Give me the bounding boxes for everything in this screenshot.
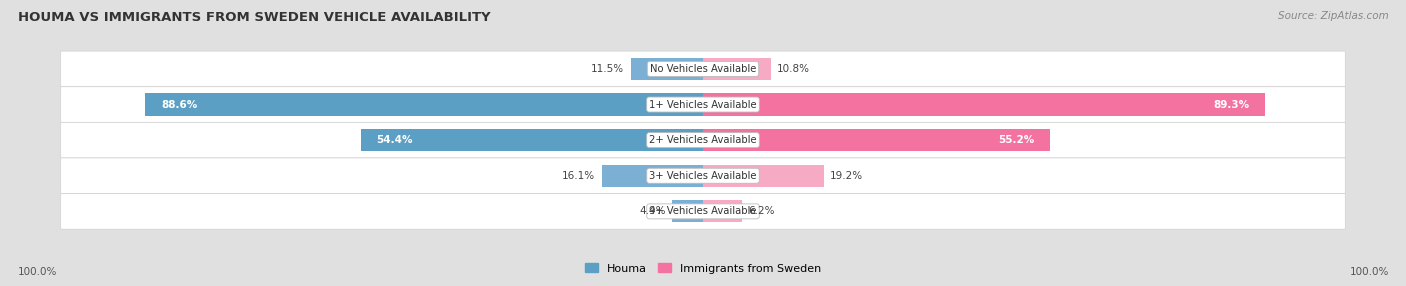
Text: 4+ Vehicles Available: 4+ Vehicles Available xyxy=(650,206,756,217)
Text: 11.5%: 11.5% xyxy=(591,64,624,74)
Text: 88.6%: 88.6% xyxy=(162,100,197,110)
Text: 10.8%: 10.8% xyxy=(778,64,810,74)
Bar xyxy=(703,200,742,223)
Text: 55.2%: 55.2% xyxy=(998,135,1035,145)
Text: 2+ Vehicles Available: 2+ Vehicles Available xyxy=(650,135,756,145)
Bar xyxy=(360,129,703,151)
Bar xyxy=(703,129,1050,151)
Text: 100.0%: 100.0% xyxy=(18,267,58,277)
Text: 89.3%: 89.3% xyxy=(1213,100,1250,110)
Bar xyxy=(145,94,703,116)
FancyBboxPatch shape xyxy=(60,194,1346,229)
Text: 54.4%: 54.4% xyxy=(377,135,413,145)
Bar xyxy=(672,200,703,223)
Text: 16.1%: 16.1% xyxy=(562,171,595,181)
Bar xyxy=(602,165,703,187)
Text: 6.2%: 6.2% xyxy=(748,206,775,217)
Text: 4.9%: 4.9% xyxy=(640,206,666,217)
FancyBboxPatch shape xyxy=(60,87,1346,122)
Text: 1+ Vehicles Available: 1+ Vehicles Available xyxy=(650,100,756,110)
Bar xyxy=(631,58,703,80)
FancyBboxPatch shape xyxy=(60,158,1346,194)
Bar xyxy=(703,165,824,187)
Text: 100.0%: 100.0% xyxy=(1350,267,1389,277)
Text: 19.2%: 19.2% xyxy=(830,171,863,181)
Text: No Vehicles Available: No Vehicles Available xyxy=(650,64,756,74)
Bar xyxy=(703,94,1265,116)
Text: HOUMA VS IMMIGRANTS FROM SWEDEN VEHICLE AVAILABILITY: HOUMA VS IMMIGRANTS FROM SWEDEN VEHICLE … xyxy=(18,11,491,24)
FancyBboxPatch shape xyxy=(60,122,1346,158)
Text: Source: ZipAtlas.com: Source: ZipAtlas.com xyxy=(1278,11,1389,21)
FancyBboxPatch shape xyxy=(60,51,1346,87)
Legend: Houma, Immigrants from Sweden: Houma, Immigrants from Sweden xyxy=(581,259,825,278)
Text: 3+ Vehicles Available: 3+ Vehicles Available xyxy=(650,171,756,181)
Bar xyxy=(703,58,770,80)
